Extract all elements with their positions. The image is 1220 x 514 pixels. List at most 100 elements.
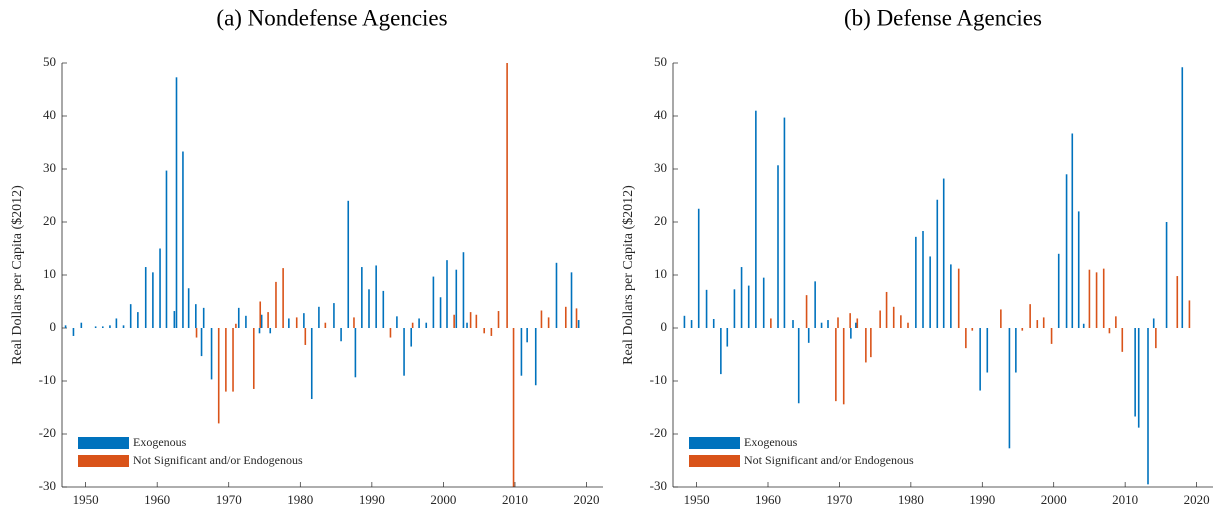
bar xyxy=(469,312,472,328)
bar xyxy=(347,200,350,328)
x-tick-label: 1970 xyxy=(826,492,852,507)
y-tick-label: 10 xyxy=(654,266,667,281)
bar xyxy=(534,328,537,386)
bar xyxy=(497,311,500,328)
bar xyxy=(855,322,857,328)
y-tick-label: 50 xyxy=(43,54,56,69)
bar xyxy=(225,328,227,392)
bar xyxy=(1065,174,1068,328)
bar xyxy=(575,308,578,328)
y-tick-label: 30 xyxy=(43,160,56,175)
bar xyxy=(720,328,722,375)
bar xyxy=(235,323,237,328)
bar xyxy=(850,328,852,339)
x-tick-label: 2010 xyxy=(502,492,528,507)
bar xyxy=(1077,211,1080,328)
y-tick-label: -10 xyxy=(39,372,56,387)
bar xyxy=(885,291,888,328)
bar xyxy=(1137,328,1140,428)
bar xyxy=(318,306,320,328)
bar xyxy=(971,328,974,331)
bar xyxy=(879,310,881,328)
bar xyxy=(410,328,413,347)
bar xyxy=(1036,320,1039,328)
bar xyxy=(490,328,493,336)
bar xyxy=(195,328,198,338)
bar xyxy=(175,77,178,328)
x-tick-label: 1980 xyxy=(287,492,313,507)
x-tick-label: 1990 xyxy=(359,492,385,507)
bar xyxy=(439,297,442,328)
bar xyxy=(1176,276,1179,328)
bar xyxy=(740,267,743,328)
bar xyxy=(1021,328,1024,331)
bar xyxy=(957,268,960,328)
x-tick-label: 2000 xyxy=(1041,492,1067,507)
bar xyxy=(324,322,327,328)
bar xyxy=(165,170,168,328)
y-tick-label: 10 xyxy=(43,266,56,281)
y-tick-label: 20 xyxy=(43,213,56,228)
bar xyxy=(733,289,736,328)
bar xyxy=(942,178,945,328)
bar xyxy=(705,289,708,328)
bar xyxy=(792,320,794,328)
bar xyxy=(892,306,895,328)
chart-title: (a) Nondefense Agencies xyxy=(216,5,447,30)
bar xyxy=(200,328,203,357)
bar xyxy=(403,328,405,376)
y-tick-label: -20 xyxy=(650,425,667,440)
bar xyxy=(835,328,837,402)
bar xyxy=(101,326,104,328)
bar xyxy=(109,325,111,328)
x-tick-label: 1950 xyxy=(684,492,710,507)
bar xyxy=(245,315,247,328)
y-tick-label: 40 xyxy=(654,107,667,122)
bar xyxy=(260,314,263,328)
y-axis-label: Real Dollars per Capita ($2012) xyxy=(621,185,636,365)
bar xyxy=(1115,316,1117,328)
bar xyxy=(777,165,779,328)
bar xyxy=(187,288,190,328)
bar xyxy=(577,320,580,328)
bar xyxy=(762,277,765,328)
legend-swatch xyxy=(689,455,740,467)
bar xyxy=(697,208,700,328)
y-axis-label: Real Dollars per Capita ($2012) xyxy=(10,185,25,365)
bar xyxy=(453,314,455,328)
bar xyxy=(80,322,83,328)
bar xyxy=(1042,317,1045,328)
bar xyxy=(295,317,298,328)
x-tick-label: 2000 xyxy=(430,492,456,507)
bar xyxy=(354,328,357,378)
bar xyxy=(827,320,829,328)
bar xyxy=(310,328,313,400)
bar xyxy=(333,303,335,328)
legend-swatch xyxy=(689,437,740,449)
bar xyxy=(269,328,272,334)
bar xyxy=(210,328,213,380)
y-tick-label: 20 xyxy=(654,213,667,228)
legend-label: Not Significant and/or Endogenous xyxy=(133,453,303,467)
legend-swatch xyxy=(78,437,129,449)
bar xyxy=(1121,328,1124,352)
bar xyxy=(1181,67,1184,329)
bar xyxy=(252,328,255,389)
bar xyxy=(683,315,686,328)
bar xyxy=(475,314,478,328)
x-tick-label: 1950 xyxy=(73,492,99,507)
bar xyxy=(446,260,448,328)
bar xyxy=(814,281,816,328)
bar xyxy=(936,199,939,328)
bar xyxy=(1108,328,1111,334)
bar xyxy=(1015,328,1017,373)
bar xyxy=(837,317,839,328)
bar xyxy=(1057,253,1060,328)
bar xyxy=(1000,309,1002,328)
bar xyxy=(382,290,385,328)
x-tick-label: 1960 xyxy=(144,492,170,507)
bar xyxy=(303,313,305,328)
bar xyxy=(152,272,154,328)
y-tick-label: 0 xyxy=(661,319,668,334)
